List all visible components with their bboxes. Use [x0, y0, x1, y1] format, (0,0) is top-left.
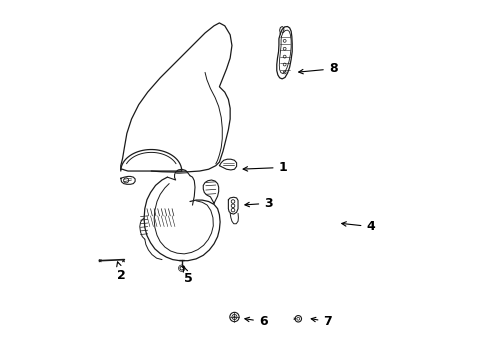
Text: 8: 8	[298, 62, 337, 75]
Text: 5: 5	[183, 267, 192, 285]
Text: 6: 6	[244, 315, 267, 328]
Text: 7: 7	[310, 315, 331, 328]
Text: 1: 1	[243, 161, 287, 174]
Text: 3: 3	[244, 197, 272, 210]
Circle shape	[233, 316, 235, 318]
Text: 2: 2	[117, 262, 126, 282]
Text: 4: 4	[341, 220, 374, 233]
